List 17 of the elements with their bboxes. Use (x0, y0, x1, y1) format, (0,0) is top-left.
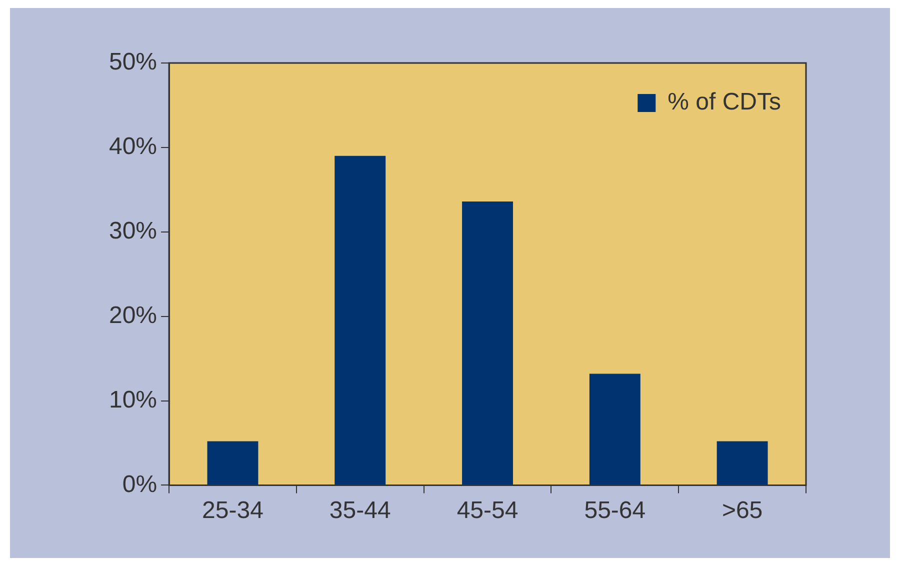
legend-label: % of CDTs (668, 88, 782, 116)
bar (462, 201, 513, 485)
x-tick-label: >65 (722, 497, 763, 524)
x-tick-label: 25-34 (202, 497, 264, 524)
y-tick-label: 20% (108, 302, 158, 329)
x-tick-label: 45-54 (456, 497, 518, 524)
bar (334, 156, 386, 485)
x-tick-label: 55-64 (584, 497, 646, 524)
bar (589, 374, 640, 485)
x-tick-label: 35-44 (329, 497, 391, 524)
y-tick-label: 30% (108, 218, 158, 245)
y-tick-label: 50% (108, 48, 158, 76)
bar (716, 441, 768, 485)
y-tick-label: 10% (108, 386, 158, 414)
y-tick-label: 40% (108, 133, 158, 160)
y-tick-label: 0% (122, 470, 158, 498)
bar (207, 441, 258, 485)
